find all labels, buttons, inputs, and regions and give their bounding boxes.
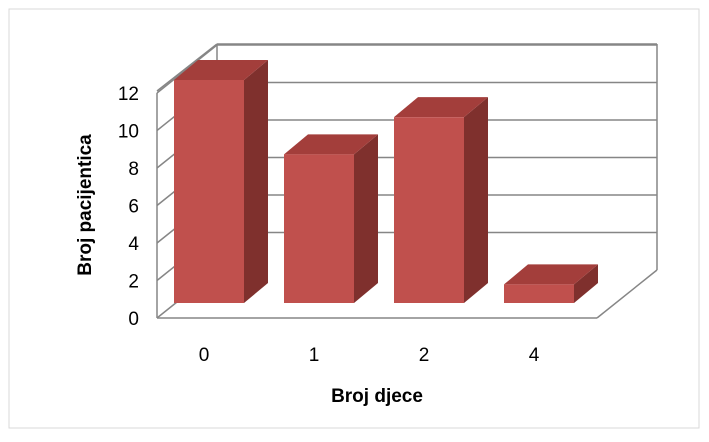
x-tick-label: 1 — [309, 345, 320, 366]
left-wall-top-edge — [156, 43, 218, 92]
y-tick-label: 6 — [128, 197, 139, 218]
y-tick-label: 0 — [128, 309, 139, 330]
y-tick-label: 10 — [118, 122, 139, 143]
x-tick-label: 2 — [419, 345, 430, 366]
bar-side — [464, 97, 488, 304]
bar-top — [504, 264, 598, 285]
y-tick-label: 4 — [128, 234, 139, 255]
floor-right-edge — [596, 269, 658, 319]
y-tick-label: 8 — [128, 159, 139, 180]
bars — [174, 60, 598, 304]
bar-top — [284, 134, 378, 155]
gridline-wall — [156, 44, 218, 94]
bar-top — [174, 60, 268, 80]
x-tick-label: 4 — [529, 345, 540, 366]
bar-side — [244, 60, 268, 303]
x-tick-labels: 0 1 2 4 — [199, 345, 540, 366]
bar-front — [394, 117, 464, 304]
bar — [284, 134, 378, 303]
bar-front — [174, 80, 244, 303]
y-tick-labels: 0 2 4 6 8 10 12 — [118, 84, 140, 330]
bar-side — [354, 134, 378, 303]
bar-side — [574, 264, 598, 303]
y-tick-label: 12 — [118, 84, 139, 105]
bar — [174, 60, 268, 303]
bar — [394, 97, 488, 304]
y-tick-label: 2 — [128, 272, 139, 293]
bar-front — [284, 154, 354, 303]
y-axis-label: Broj pacijentica — [75, 134, 96, 276]
bar-top — [394, 97, 488, 118]
bar-front — [504, 284, 574, 303]
bar — [504, 264, 598, 303]
x-tick-label: 0 — [199, 345, 210, 366]
x-axis-label: Broj djece — [331, 386, 423, 407]
